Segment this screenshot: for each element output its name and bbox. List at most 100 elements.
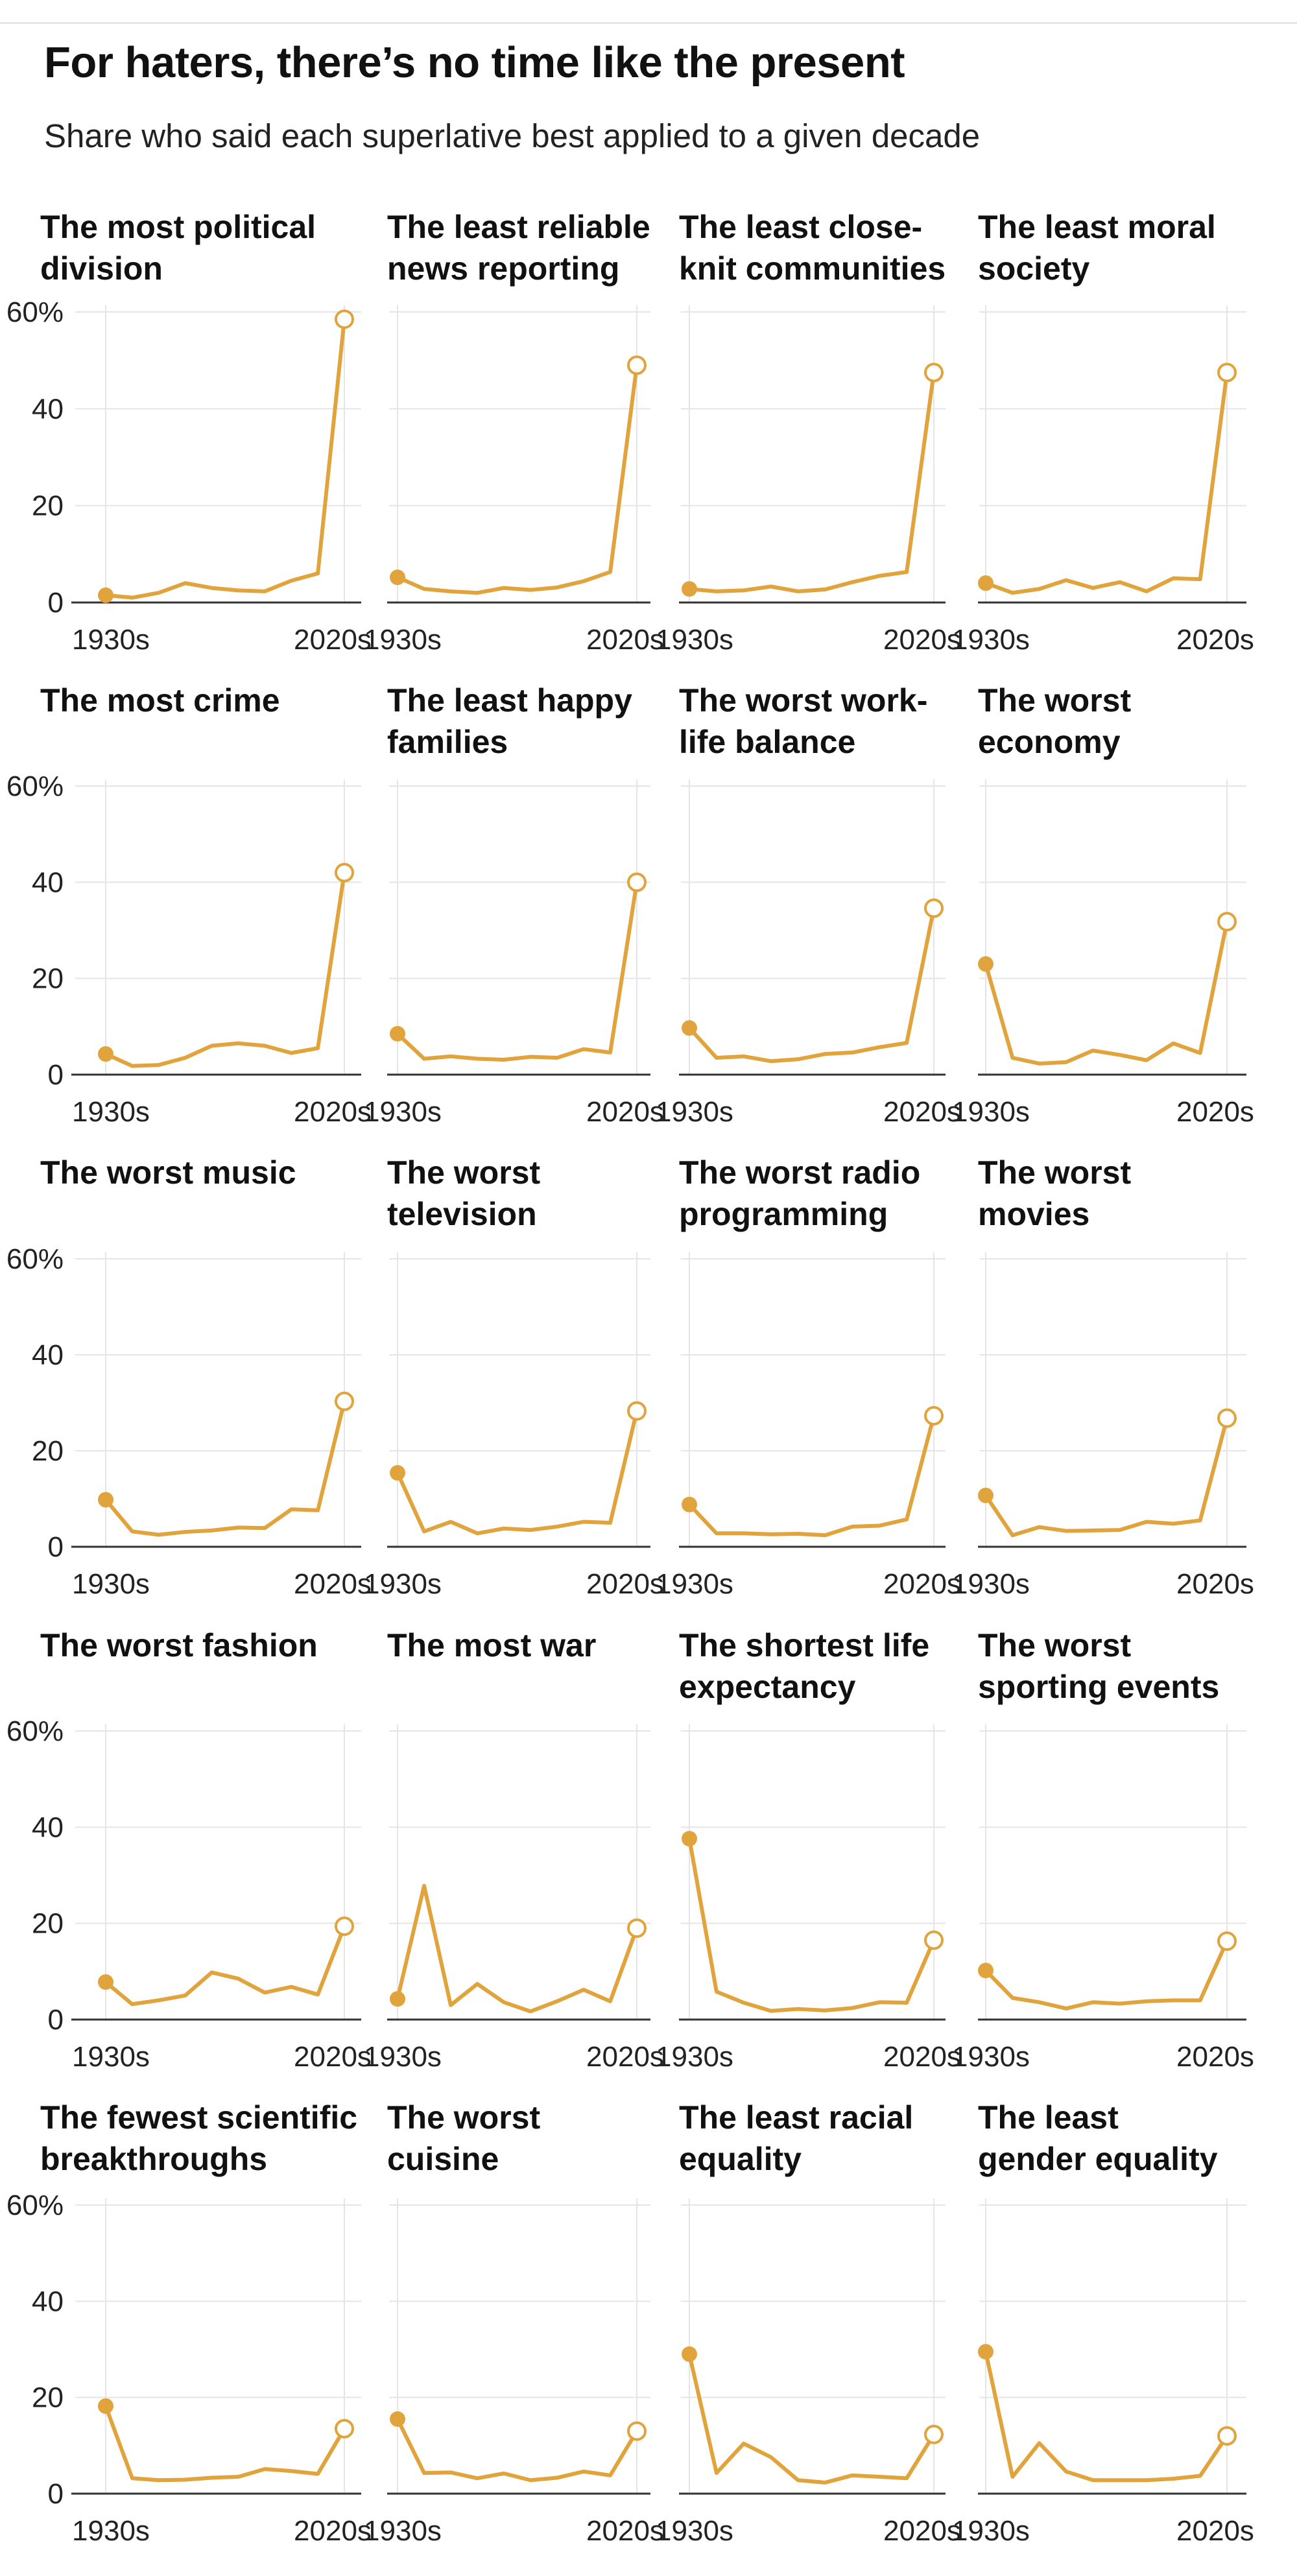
series-line xyxy=(687,2352,936,2485)
first-point-marker xyxy=(682,2346,697,2362)
series-line xyxy=(104,1399,346,1537)
panel-title: The worst economy xyxy=(978,682,1132,760)
panel-title: The most war xyxy=(387,1627,597,1664)
y-tick-label: 0 xyxy=(48,1531,64,1563)
first-point-marker xyxy=(390,569,405,586)
x-tick-label-first: 1930s xyxy=(656,624,733,656)
x-tick-label-first: 1930s xyxy=(952,2041,1030,2073)
last-point-marker xyxy=(924,1930,944,1950)
first-point-marker xyxy=(390,1465,405,1481)
panel-title: The most crime xyxy=(40,682,280,719)
y-tick-label: 0 xyxy=(48,2004,64,2036)
last-point-marker xyxy=(924,898,944,918)
x-tick-label-last: 2020s xyxy=(294,2041,372,2073)
last-point-marker xyxy=(1217,2426,1237,2446)
series-line xyxy=(396,1883,639,2014)
first-point-marker xyxy=(978,1487,994,1503)
y-tick-label: 60% xyxy=(6,2189,64,2221)
first-point-marker xyxy=(978,575,994,591)
first-point-marker xyxy=(978,2344,994,2360)
series-line xyxy=(104,2404,346,2483)
panel-title: The worst sporting events xyxy=(978,1627,1220,1705)
panel-title: The least moral society xyxy=(978,209,1216,287)
x-tick-label-first: 1930s xyxy=(656,1568,733,1600)
last-point-marker xyxy=(335,1916,354,1937)
panel-title: The worst music xyxy=(40,1154,296,1191)
x-tick-label-last: 2020s xyxy=(883,1568,961,1600)
last-point-marker xyxy=(335,1391,354,1411)
first-point-marker xyxy=(682,1020,697,1036)
panel-title: The most political division xyxy=(40,209,316,287)
panel-title: The least reliable news reporting xyxy=(387,209,650,287)
last-point-marker xyxy=(335,309,354,329)
first-point-marker xyxy=(98,587,113,603)
y-tick-label: 20 xyxy=(32,1435,64,1467)
series-line xyxy=(984,2350,1229,2483)
x-tick-label-first: 1930s xyxy=(656,2041,733,2073)
y-tick-label: 40 xyxy=(32,866,64,898)
series-line xyxy=(687,1837,936,2013)
x-tick-label-first: 1930s xyxy=(364,2041,442,2073)
x-tick-label-last: 2020s xyxy=(294,1096,372,1128)
series-line xyxy=(687,906,936,1064)
panel-title: The least racial equality xyxy=(679,2099,914,2177)
x-tick-label-last: 2020s xyxy=(1176,2515,1254,2547)
series-line xyxy=(984,1416,1229,1538)
x-tick-label-last: 2020s xyxy=(883,2041,961,2073)
x-tick-label-last: 2020s xyxy=(294,1568,372,1600)
x-tick-label-first: 1930s xyxy=(72,2515,150,2547)
chart-subtitle: Share who said each superlative best app… xyxy=(44,117,981,154)
panel-title: The worst television xyxy=(387,1154,541,1232)
last-point-marker xyxy=(1217,1408,1237,1428)
x-tick-label-last: 2020s xyxy=(294,2515,372,2547)
first-point-marker xyxy=(978,1962,994,1979)
x-tick-label-first: 1930s xyxy=(656,2515,733,2547)
y-tick-label: 60% xyxy=(6,1715,64,1747)
x-tick-label-first: 1930s xyxy=(952,1096,1030,1128)
x-tick-label-last: 2020s xyxy=(1176,1096,1254,1128)
series-line xyxy=(687,1413,936,1538)
x-tick-label-last: 2020s xyxy=(1176,624,1254,656)
x-tick-label-first: 1930s xyxy=(952,2515,1030,2547)
series-line xyxy=(104,870,346,1068)
y-tick-label: 20 xyxy=(32,1908,64,1940)
y-tick-label: 0 xyxy=(48,587,64,619)
y-tick-label: 40 xyxy=(32,1811,64,1843)
y-tick-label: 20 xyxy=(32,2382,64,2414)
x-tick-label-last: 2020s xyxy=(586,2515,664,2547)
first-point-marker xyxy=(98,1974,113,1990)
y-tick-label: 20 xyxy=(32,963,64,995)
last-point-marker xyxy=(1217,1931,1237,1951)
x-tick-label-first: 1930s xyxy=(952,624,1030,656)
x-tick-label-first: 1930s xyxy=(72,1568,150,1600)
y-tick-label: 0 xyxy=(48,2478,64,2510)
panel-title: The fewest scientific breakthroughs xyxy=(40,2099,358,2177)
last-point-marker xyxy=(335,863,354,883)
series-line xyxy=(396,880,639,1062)
x-tick-label-last: 2020s xyxy=(883,2515,961,2547)
first-point-marker xyxy=(390,1025,405,1042)
panel-title: The worst work- life balance xyxy=(679,682,928,760)
last-point-marker xyxy=(627,2421,647,2441)
last-point-marker xyxy=(627,872,647,892)
panel-title: The least happy families xyxy=(387,682,632,760)
x-tick-label-last: 2020s xyxy=(1176,1568,1254,1600)
first-point-marker xyxy=(390,1991,405,2007)
panel-title: The worst movies xyxy=(978,1154,1132,1232)
y-tick-label: 40 xyxy=(32,2285,64,2317)
last-point-marker xyxy=(1217,912,1237,932)
y-tick-label: 0 xyxy=(48,1059,64,1091)
y-tick-label: 60% xyxy=(6,1243,64,1275)
series-line xyxy=(984,370,1229,595)
x-tick-label-last: 2020s xyxy=(883,1096,961,1128)
first-point-marker xyxy=(98,1492,113,1508)
x-tick-label-first: 1930s xyxy=(72,2041,150,2073)
series-line xyxy=(104,1924,346,2007)
panel-title: The worst fashion xyxy=(40,1627,318,1664)
y-tick-label: 60% xyxy=(6,770,64,802)
x-tick-label-first: 1930s xyxy=(72,624,150,656)
x-tick-label-last: 2020s xyxy=(586,1568,664,1600)
first-point-marker xyxy=(98,2398,113,2415)
series-line xyxy=(396,363,639,595)
